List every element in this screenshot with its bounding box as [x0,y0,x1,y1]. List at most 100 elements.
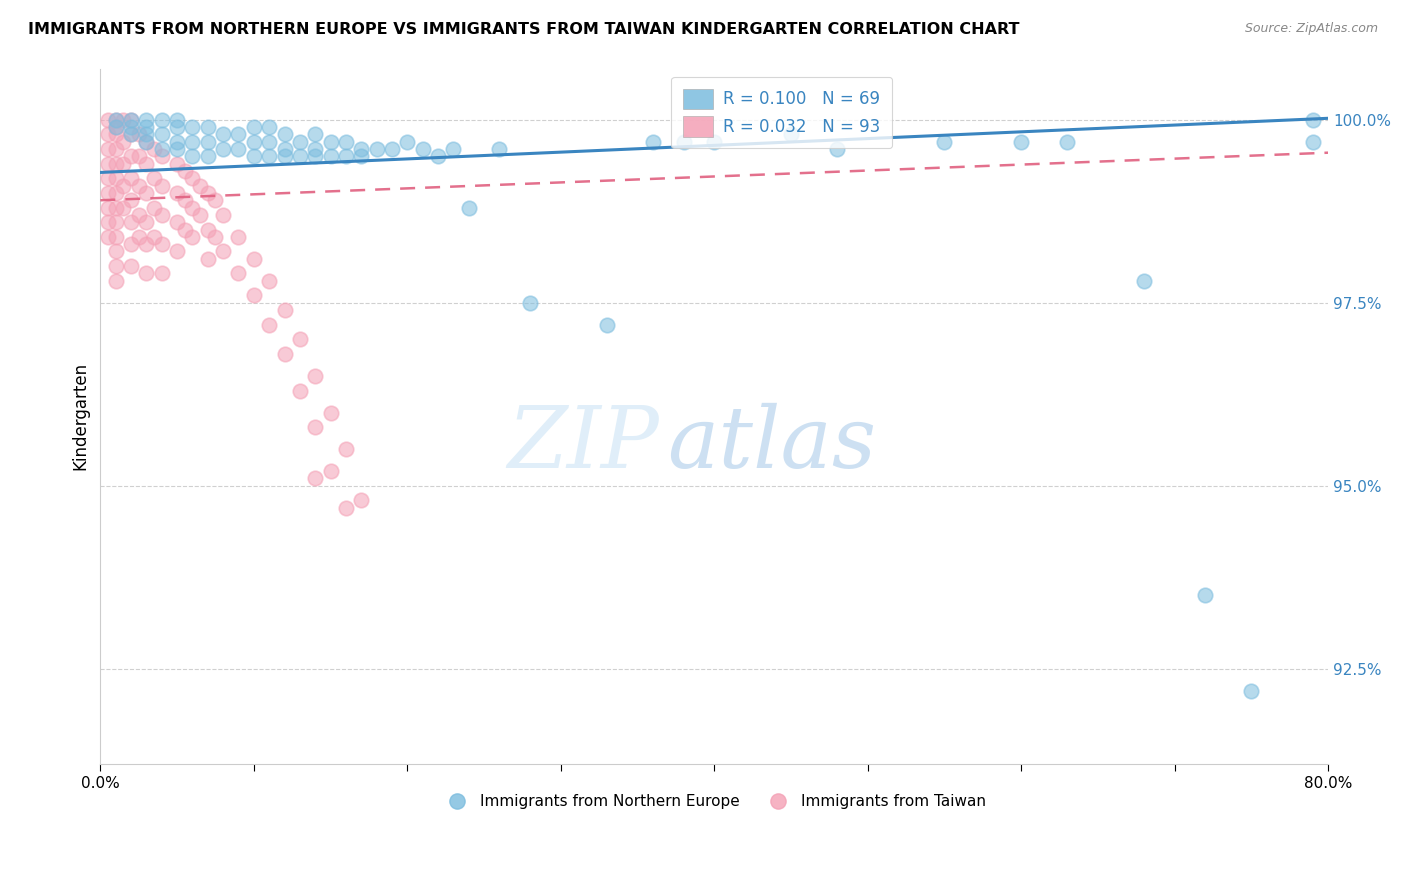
Point [825,142,848,156]
Point [288,384,311,398]
Point [150,267,173,281]
Point [273,303,295,318]
Point [135,135,157,149]
Point [197,252,219,266]
Point [181,120,204,134]
Y-axis label: Kindergarten: Kindergarten [72,362,89,470]
Point [304,420,326,434]
Point [288,135,311,149]
Point [457,201,479,215]
Point [128,149,150,163]
Legend: Immigrants from Northern Europe, Immigrants from Taiwan: Immigrants from Northern Europe, Immigra… [436,788,993,815]
Point [197,135,219,149]
Point [112,112,135,127]
Point [212,128,235,142]
Point [596,318,619,332]
Point [104,171,127,186]
Point [97,215,120,229]
Point [181,201,204,215]
Point [150,142,173,156]
Point [288,149,311,163]
Point [519,295,541,310]
Point [97,186,120,200]
Point [243,252,266,266]
Point [1056,135,1078,149]
Point [641,135,664,149]
Point [135,120,157,134]
Point [135,112,157,127]
Point [97,201,120,215]
Point [120,149,142,163]
Point [257,135,280,149]
Point [257,120,280,134]
Point [104,215,127,229]
Point [150,178,173,193]
Point [135,156,157,170]
Point [104,201,127,215]
Point [197,186,219,200]
Point [335,442,357,456]
Point [120,112,142,127]
Point [150,149,173,163]
Point [273,128,295,142]
Point [104,120,127,134]
Point [166,186,188,200]
Point [396,135,419,149]
Point [166,112,188,127]
Point [128,230,150,244]
Point [934,135,956,149]
Point [350,149,373,163]
Point [350,493,373,508]
Text: ZIP: ZIP [508,402,659,485]
Point [288,332,311,346]
Point [135,186,157,200]
Point [150,208,173,222]
Point [166,142,188,156]
Point [441,142,464,156]
Point [188,178,211,193]
Point [304,142,326,156]
Point [228,128,250,142]
Point [197,120,219,134]
Point [97,230,120,244]
Point [150,112,173,127]
Point [488,142,510,156]
Point [228,267,250,281]
Point [97,142,120,156]
Point [304,368,326,383]
Point [97,156,120,170]
Point [120,120,142,134]
Point [273,347,295,361]
Text: atlas: atlas [668,402,877,485]
Point [97,112,120,127]
Point [104,156,127,170]
Point [150,128,173,142]
Point [304,471,326,485]
Point [273,142,295,156]
Point [228,142,250,156]
Point [112,156,135,170]
Point [128,178,150,193]
Point [104,186,127,200]
Point [104,230,127,244]
Point [135,128,157,142]
Point [335,500,357,515]
Point [120,237,142,252]
Point [120,171,142,186]
Point [228,230,250,244]
Point [304,149,326,163]
Point [1302,112,1324,127]
Point [197,222,219,236]
Point [166,120,188,134]
Point [257,274,280,288]
Point [112,201,135,215]
Point [97,128,120,142]
Point [135,135,157,149]
Point [243,120,266,134]
Point [335,149,357,163]
Point [412,142,434,156]
Point [112,178,135,193]
Point [243,149,266,163]
Point [135,237,157,252]
Point [104,142,127,156]
